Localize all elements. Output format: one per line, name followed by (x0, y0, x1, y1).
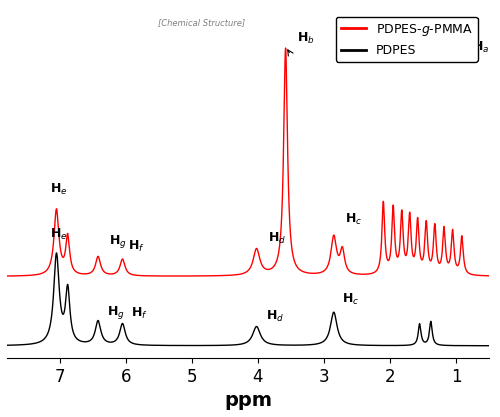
Text: [Chemical Structure]: [Chemical Structure] (158, 18, 246, 27)
Text: H$_e$: H$_e$ (50, 181, 68, 197)
Text: H$_d$: H$_d$ (268, 231, 286, 246)
Text: H$_a$: H$_a$ (472, 40, 490, 55)
Legend: PDPES-$g$-PMMA, PDPES: PDPES-$g$-PMMA, PDPES (336, 17, 478, 62)
Text: H$_e$: H$_e$ (50, 227, 68, 242)
Text: H$_g$: H$_g$ (110, 233, 127, 250)
Text: H$_c$: H$_c$ (342, 292, 359, 307)
Text: H$_b$: H$_b$ (298, 31, 315, 46)
Text: H$_f$: H$_f$ (131, 306, 148, 321)
Text: H$_c$: H$_c$ (345, 211, 362, 226)
Text: H$_f$: H$_f$ (128, 239, 144, 254)
X-axis label: ppm: ppm (224, 391, 272, 410)
Text: H$_g$: H$_g$ (108, 304, 125, 321)
Text: H$_d$: H$_d$ (266, 309, 284, 324)
